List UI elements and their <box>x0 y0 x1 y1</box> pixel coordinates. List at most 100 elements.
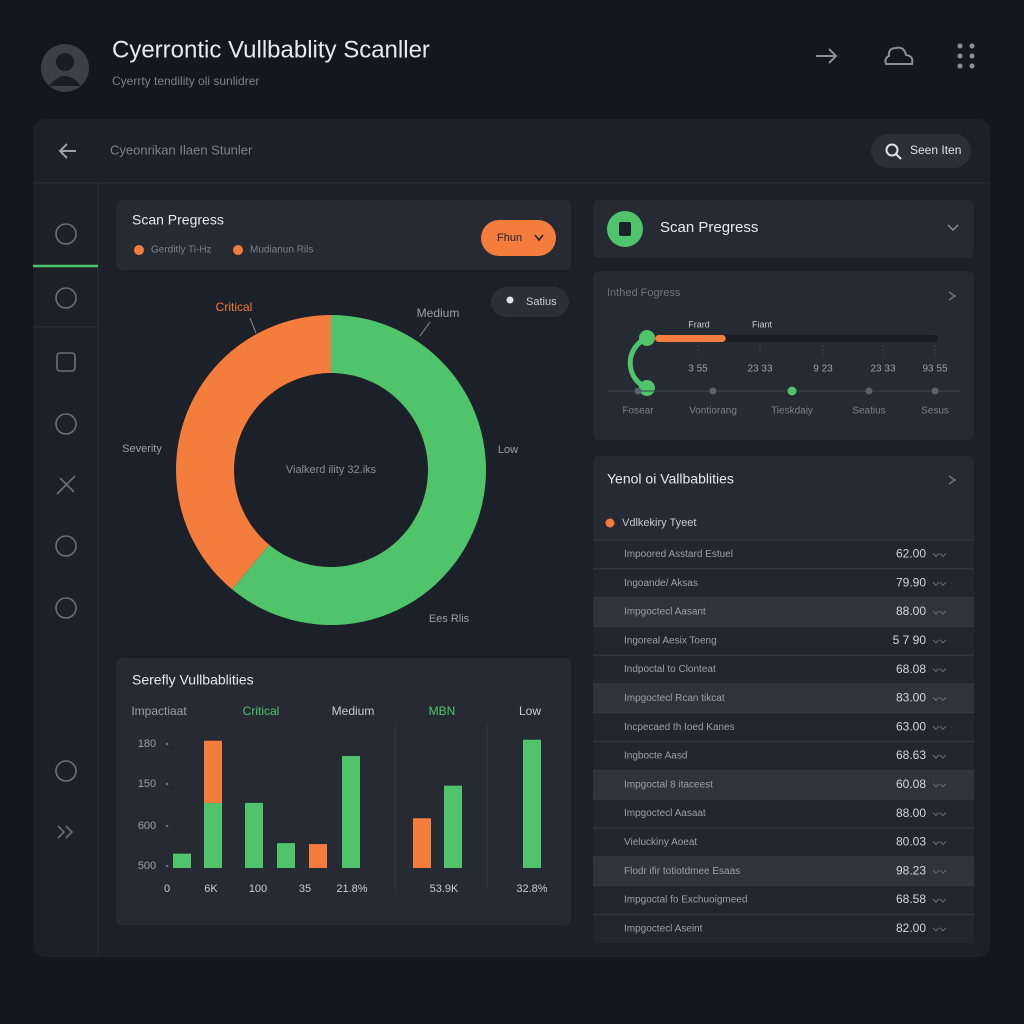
progress-icon-glyph <box>619 222 631 236</box>
nav-icon[interactable] <box>56 475 76 495</box>
nav-icon[interactable] <box>55 597 77 619</box>
nav-icon[interactable] <box>55 413 77 435</box>
row-value: 68.08 <box>896 662 926 676</box>
column-header: Impactiaat <box>131 704 187 718</box>
row-name: Incpecaed th Ioed Kanes <box>624 722 735 733</box>
row-value: 83.00 <box>896 691 926 705</box>
donut-annotation: Ees Rlis <box>429 613 470 625</box>
column-header: Low <box>519 704 541 718</box>
status-icon <box>506 296 514 304</box>
expand-chevron[interactable] <box>947 224 959 232</box>
step-label: Tieskdaiy <box>771 406 813 417</box>
step-label: Vontiorang <box>689 406 737 417</box>
nav-icon[interactable] <box>55 287 77 309</box>
row-chevron <box>932 581 947 586</box>
table-row[interactable] <box>593 799 974 828</box>
menu-icon[interactable] <box>957 43 975 69</box>
table-row[interactable] <box>593 568 974 598</box>
table-arrow[interactable] <box>948 475 957 485</box>
row-value: 63.00 <box>896 719 926 733</box>
bar <box>413 818 431 868</box>
row-value: 80.03 <box>896 835 926 849</box>
y-label: 150 <box>138 778 156 790</box>
y-dot <box>165 824 169 828</box>
row-chevron <box>932 668 947 673</box>
table-row[interactable] <box>593 626 974 656</box>
bar <box>523 739 541 868</box>
row-name: Indpoctal to Clonteat <box>624 664 716 675</box>
progress-number: 23 33 <box>870 364 895 375</box>
row-chevron <box>932 841 947 846</box>
nav-icon[interactable] <box>57 825 74 839</box>
y-dot <box>165 742 169 746</box>
progress-header-card <box>593 200 974 258</box>
row-chevron <box>932 725 947 730</box>
progress-number: 23 33 <box>747 364 772 375</box>
step-label: Sesus <box>921 406 949 417</box>
nav-icon[interactable] <box>56 352 76 372</box>
chevron <box>534 234 544 242</box>
y-dot <box>165 782 169 786</box>
table-row[interactable] <box>593 856 974 886</box>
table-row[interactable] <box>593 741 974 771</box>
row-name: Ingbocte Aasd <box>624 751 687 762</box>
table-row[interactable] <box>593 914 974 944</box>
status-button[interactable] <box>491 287 569 317</box>
nav-icon[interactable] <box>55 535 77 557</box>
y-dot <box>165 864 169 868</box>
run-button-label: Fhun <box>497 232 522 244</box>
step-dot <box>865 387 873 395</box>
table-row[interactable] <box>593 684 974 713</box>
scan-card <box>116 200 571 270</box>
row-value: 88.00 <box>896 604 926 618</box>
row-name: Ingoreal Aesix Toeng <box>624 635 717 646</box>
row-value: 60.08 <box>896 777 926 791</box>
row-chevron <box>932 898 947 903</box>
x-label: 100 <box>249 883 267 895</box>
table-row[interactable] <box>593 770 974 800</box>
search-button[interactable] <box>871 134 971 168</box>
bar-title: Serefly Vullbablities <box>132 672 254 688</box>
bar <box>204 740 222 803</box>
avatar-body <box>49 76 81 86</box>
row-value: 68.63 <box>896 748 926 762</box>
x-label: 6K <box>204 883 218 895</box>
row-value: 5 7 90 <box>893 633 927 647</box>
progress-header-title: Scan Pregress <box>660 219 758 236</box>
nav-icon[interactable] <box>55 760 77 782</box>
step-label: Seatius <box>852 406 885 417</box>
step-label: Fosear <box>622 406 654 417</box>
row-name: Ingoande/ Aksas <box>624 578 698 589</box>
leader <box>419 321 431 337</box>
row-chevron <box>932 639 947 644</box>
run-button[interactable] <box>481 220 556 256</box>
row-name: Impgoctecl Rcan tikcat <box>624 693 725 704</box>
back-button[interactable] <box>58 143 76 159</box>
table-row[interactable] <box>593 655 974 684</box>
y-label: 180 <box>138 738 156 750</box>
table-row[interactable] <box>593 828 974 857</box>
app-title: Cyerrontic Vullbablity Scanller <box>112 36 430 63</box>
legend-dot <box>233 245 243 255</box>
search-label: Seen Iten <box>910 143 961 157</box>
table-row[interactable] <box>593 597 974 627</box>
donut-label: Medium <box>417 306 460 320</box>
column-header: Medium <box>332 704 375 718</box>
x-label: 21.8% <box>336 883 367 895</box>
breadcrumb: Cyeonrikan Ilaen Stunler <box>110 142 253 157</box>
forward-icon[interactable] <box>816 48 838 64</box>
row-chevron <box>932 783 947 788</box>
progress-panel-title: Inthed Fogress <box>607 287 681 299</box>
table-row[interactable] <box>593 540 974 569</box>
row-name: Impgoctecl Aasant <box>624 607 706 618</box>
nav-icon[interactable] <box>55 223 77 245</box>
table-row[interactable] <box>593 885 974 915</box>
leader <box>249 317 257 334</box>
step-dot <box>787 386 797 396</box>
table-row[interactable] <box>593 712 974 742</box>
step-dot <box>634 387 642 395</box>
panel-arrow[interactable] <box>948 291 957 301</box>
cloud-icon[interactable] <box>884 46 914 65</box>
progress-marker: Fiant <box>752 319 773 329</box>
